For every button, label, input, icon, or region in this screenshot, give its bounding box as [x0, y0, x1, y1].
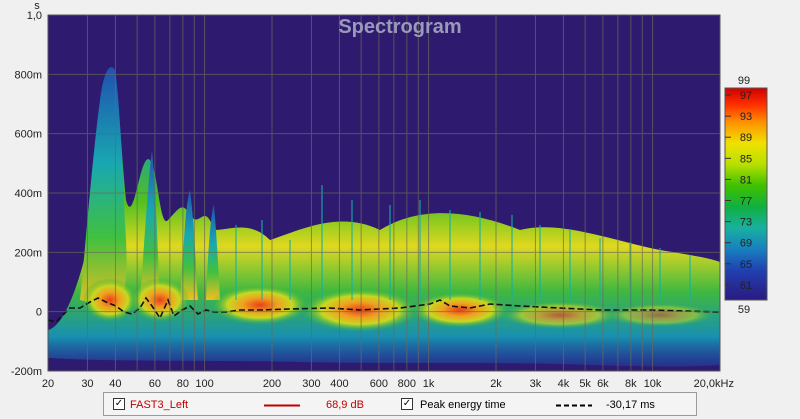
x-tick-label: 100: [195, 378, 213, 390]
measurement-checkbox[interactable]: ✓: [113, 398, 125, 410]
y-tick-label: 600m: [14, 129, 42, 141]
colorbar-tick-label: 61: [740, 280, 752, 292]
x-tick-label: 3k: [530, 378, 542, 390]
colorbar-tick-label: 69: [740, 238, 752, 250]
y-tick-label: 0: [36, 307, 42, 319]
colorbar: [724, 87, 768, 301]
x-tick-label: 30: [81, 378, 93, 390]
colorbar-tick-label: 73: [740, 217, 752, 229]
colorbar-top-label: 99: [738, 75, 750, 87]
x-tick-label: 80: [177, 378, 189, 390]
colorbar-tick-label: 85: [740, 153, 752, 165]
x-tick-label: 40: [109, 378, 121, 390]
plot-title: Spectrogram: [338, 16, 461, 38]
hot-zone-2: [130, 278, 190, 322]
peak-energy-line-swatch: [556, 404, 592, 407]
flame-90hz: [180, 190, 198, 300]
plot-frame: [47, 14, 721, 372]
peak-energy-value: -30,17 ms: [606, 399, 655, 411]
peak-energy-time-line: [48, 296, 720, 323]
x-tick-label: 20: [42, 378, 54, 390]
measurement-line-swatch: [264, 404, 300, 407]
colorbar-bottom-label: 59: [738, 304, 750, 316]
hot-zone-5: [410, 292, 510, 328]
hot-zone-7: [605, 303, 715, 327]
plot-grid: [48, 15, 720, 371]
x-tick-label: 8k: [625, 378, 637, 390]
colorbar-tick-label: 65: [740, 259, 752, 271]
hot-zone-6: [500, 301, 620, 329]
x-tick-label: 2k: [490, 378, 502, 390]
peak-energy-checkbox[interactable]: ✓: [401, 398, 413, 410]
measurement-value: 68,9 dB: [326, 399, 364, 411]
x-tick-label: 400: [330, 378, 348, 390]
colorbar-tick-label: 89: [740, 132, 752, 144]
x-tick-label: 5k: [579, 378, 591, 390]
x-tick-label: 1k: [423, 378, 435, 390]
x-tick-label: 300: [302, 378, 320, 390]
y-tick-label: 200m: [14, 247, 42, 259]
x-tick-label: 4k: [558, 378, 570, 390]
x-tick-label: 600: [370, 378, 388, 390]
colorbar-tick-label: 81: [740, 174, 752, 186]
hot-zone-3: [210, 285, 310, 325]
resonance-streaks: [235, 185, 691, 300]
peak-energy-label: Peak energy time: [420, 399, 506, 411]
y-axis-unit: s: [34, 0, 40, 12]
measurement-name: FAST3_Left: [130, 399, 189, 411]
colorbar-tick-label: 97: [740, 90, 752, 102]
hot-zone-1: [82, 278, 138, 322]
legend-bar: ✓ FAST3_Left 68,9 dB ✓ Peak energy time …: [103, 392, 697, 416]
x-tick-label: 20,0kHz: [694, 378, 734, 390]
y-tick-label: -200m: [11, 366, 42, 378]
colorbar-tick-label: 77: [740, 196, 752, 208]
x-tick-label: 200: [263, 378, 281, 390]
x-tick-label: 10k: [644, 378, 662, 390]
low-frequency-flame: [80, 67, 127, 311]
x-tick-label: 60: [149, 378, 161, 390]
colorbar-tick-label: 93: [740, 111, 752, 123]
y-tick-label: 1,0: [27, 10, 42, 22]
y-tick-label: 800m: [14, 69, 42, 81]
x-tick-label: 6k: [597, 378, 609, 390]
y-tick-label: 400m: [14, 188, 42, 200]
x-tick-label: 800: [398, 378, 416, 390]
